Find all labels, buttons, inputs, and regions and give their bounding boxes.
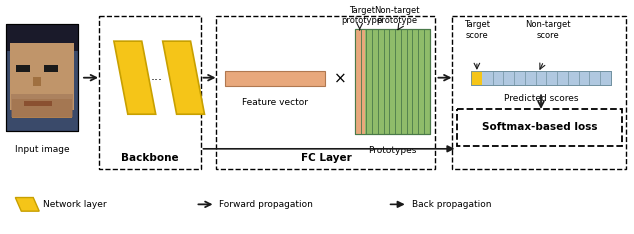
Bar bbox=[226, 71, 325, 86]
Bar bbox=[453, 16, 626, 169]
Text: Input image: Input image bbox=[15, 145, 70, 154]
Text: Back propagation: Back propagation bbox=[411, 200, 491, 209]
Bar bbox=[6, 24, 78, 131]
Text: Target
score: Target score bbox=[464, 20, 490, 40]
Bar bbox=[99, 16, 200, 169]
Bar bbox=[6, 24, 78, 51]
Polygon shape bbox=[15, 197, 39, 211]
Text: Network layer: Network layer bbox=[43, 200, 107, 209]
Bar bbox=[355, 29, 429, 134]
Text: Non-target
score: Non-target score bbox=[525, 20, 571, 40]
Text: Feature vector: Feature vector bbox=[242, 98, 308, 107]
Text: Non-target
prototype: Non-target prototype bbox=[374, 6, 420, 25]
Bar bbox=[355, 29, 429, 134]
Bar bbox=[355, 29, 365, 134]
Bar bbox=[33, 77, 41, 86]
Bar bbox=[10, 43, 74, 110]
Bar bbox=[44, 65, 58, 72]
Bar bbox=[457, 109, 622, 146]
Text: Target
prototype: Target prototype bbox=[341, 6, 382, 25]
Text: Softmax-based loss: Softmax-based loss bbox=[482, 122, 597, 132]
Polygon shape bbox=[163, 41, 205, 114]
Bar bbox=[471, 71, 611, 84]
Bar bbox=[16, 65, 30, 72]
Text: Forward propagation: Forward propagation bbox=[219, 200, 313, 209]
Bar bbox=[12, 99, 72, 118]
Text: Prototypes: Prototypes bbox=[368, 146, 417, 155]
Bar bbox=[11, 94, 73, 117]
Text: Predicted scores: Predicted scores bbox=[504, 94, 578, 103]
Bar bbox=[6, 24, 78, 131]
Text: FC Layer: FC Layer bbox=[301, 153, 351, 163]
Bar bbox=[471, 71, 611, 84]
Text: Backbone: Backbone bbox=[121, 153, 179, 163]
Bar bbox=[216, 16, 436, 169]
Bar bbox=[471, 71, 482, 84]
Bar bbox=[24, 101, 52, 106]
Polygon shape bbox=[114, 41, 156, 114]
Text: ×: × bbox=[333, 71, 346, 86]
Text: ...: ... bbox=[151, 70, 163, 83]
